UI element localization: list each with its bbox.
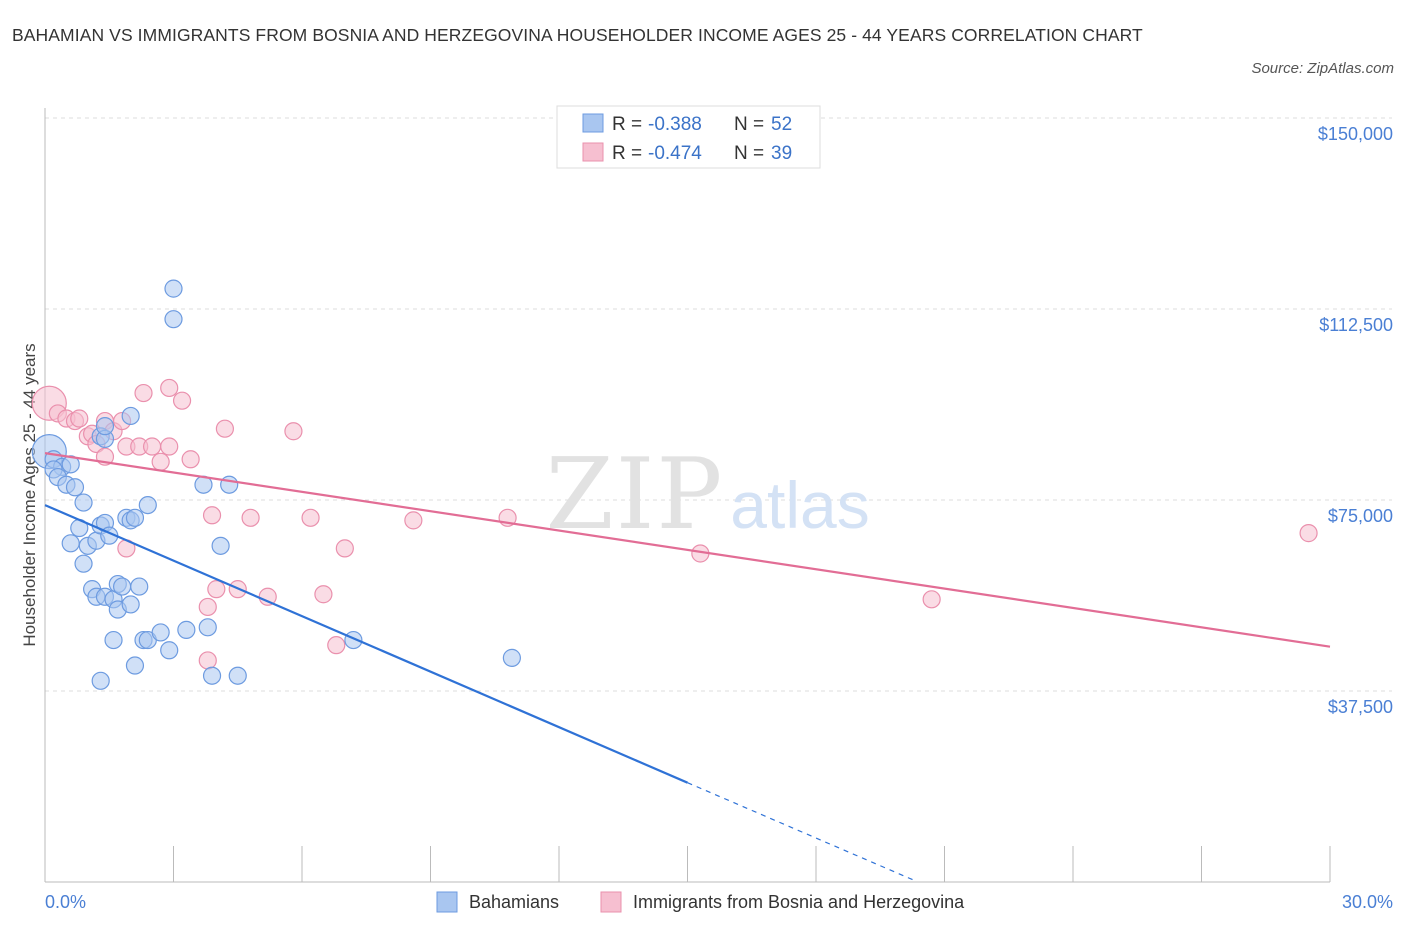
stats-r-value-2: -0.474 <box>648 143 702 164</box>
bahamian-point[interactable] <box>202 666 222 685</box>
watermark-zip: ZIP <box>546 438 725 552</box>
legend-label-bahamians[interactable]: Bahamians <box>469 892 559 912</box>
bahamian-point[interactable] <box>164 279 183 298</box>
stats-n-label-1: N = <box>734 114 764 135</box>
bosnia-point[interactable] <box>404 511 423 530</box>
bahamian-point[interactable] <box>130 577 149 596</box>
stats-r-label-1: R = <box>612 114 642 135</box>
gridlines <box>45 117 1392 692</box>
bahamian-point[interactable] <box>121 406 140 426</box>
bahamian-point[interactable] <box>211 536 230 555</box>
legend-label-bosnia[interactable]: Immigrants from Bosnia and Herzegovina <box>633 892 965 912</box>
bahamian-point[interactable] <box>138 495 157 515</box>
bosnia-point[interactable] <box>160 437 179 456</box>
bosnia-point[interactable] <box>172 391 192 410</box>
bosnia-point[interactable] <box>160 378 179 398</box>
bahamian-point[interactable] <box>228 666 247 685</box>
bahamian-point[interactable] <box>74 493 93 512</box>
bahamian-point[interactable] <box>112 577 132 596</box>
y-tick-label: $112,500 <box>1319 315 1393 335</box>
bosnia-point[interactable] <box>215 419 234 438</box>
bahamian-point[interactable] <box>74 554 93 573</box>
bahamian-point[interactable] <box>65 478 85 497</box>
bahamian-trend-extension <box>687 782 915 882</box>
bosnia-point[interactable] <box>198 597 217 617</box>
stats-n-label-2: N = <box>734 143 764 164</box>
watermark-atlas: atlas <box>730 468 869 542</box>
y-tick-label: $75,000 <box>1328 506 1393 526</box>
legend: Bahamians Immigrants from Bosnia and Her… <box>436 891 965 913</box>
bosnia-point[interactable] <box>151 452 170 471</box>
x-tick-max: 30.0% <box>1342 892 1393 912</box>
stats-n-value-1: 52 <box>771 114 792 135</box>
bahamian-point[interactable] <box>198 618 217 637</box>
bosnia-point[interactable] <box>327 636 346 655</box>
bosnia-point[interactable] <box>181 450 200 469</box>
bahamian-point[interactable] <box>95 417 115 436</box>
bosnia-point[interactable] <box>284 422 303 441</box>
stats-n-value-2: 39 <box>771 143 792 164</box>
bosnia-point[interactable] <box>1299 524 1318 543</box>
bahamian-point[interactable] <box>502 648 521 667</box>
legend-swatch-bosnia[interactable] <box>600 891 622 913</box>
bahamian-point[interactable] <box>61 455 80 474</box>
stats-swatch-blue <box>582 113 604 133</box>
bahamian-point[interactable] <box>61 534 80 553</box>
bahamian-point[interactable] <box>164 310 183 329</box>
bahamian-point[interactable] <box>220 475 239 494</box>
bahamian-point[interactable] <box>125 508 145 527</box>
bahamian-point[interactable] <box>104 630 123 650</box>
bosnia-point[interactable] <box>198 651 217 670</box>
bosnia-trend-line <box>44 452 1331 648</box>
bahamian-point[interactable] <box>121 595 140 614</box>
trend-lines <box>44 452 1331 882</box>
bosnia-point[interactable] <box>922 590 941 609</box>
bahamian-trend-line <box>44 504 688 784</box>
bosnia-point[interactable] <box>134 383 153 403</box>
bosnia-point[interactable] <box>301 508 320 527</box>
bahamian-point[interactable] <box>151 623 170 642</box>
axes <box>44 108 1331 883</box>
bosnia-point[interactable] <box>70 409 89 428</box>
chart-title: BAHAMIAN VS IMMIGRANTS FROM BOSNIA AND H… <box>12 25 1143 45</box>
source-note: Source: ZipAtlas.com <box>1251 60 1394 77</box>
stats-box: R = -0.388 N = 52 R = -0.474 N = 39 <box>556 105 821 169</box>
bosnia-point[interactable] <box>241 508 260 527</box>
x-tick-min: 0.0% <box>45 892 86 912</box>
bosnia-point[interactable] <box>202 506 222 525</box>
bahamian-point[interactable] <box>125 656 145 675</box>
bosnia-point[interactable] <box>335 539 354 558</box>
bosnia-point[interactable] <box>142 437 162 456</box>
y-tick-label: $150,000 <box>1318 124 1393 144</box>
stats-r-label-2: R = <box>612 143 642 164</box>
watermark: ZIP atlas <box>546 438 870 552</box>
y-tick-labels: $37,500 $75,000 $112,500 $150,000 <box>1318 124 1393 717</box>
bahamian-point[interactable] <box>160 641 179 660</box>
stats-swatch-pink <box>582 142 604 162</box>
stats-r-value-1: -0.388 <box>648 114 702 135</box>
bahamian-points <box>31 279 521 690</box>
bosnia-point[interactable] <box>207 580 226 599</box>
bosnia-point[interactable] <box>314 585 333 604</box>
y-tick-label: $37,500 <box>1328 697 1393 717</box>
bahamian-point[interactable] <box>91 671 110 690</box>
legend-swatch-bahamians[interactable] <box>436 891 458 913</box>
bahamian-point[interactable] <box>177 620 196 639</box>
